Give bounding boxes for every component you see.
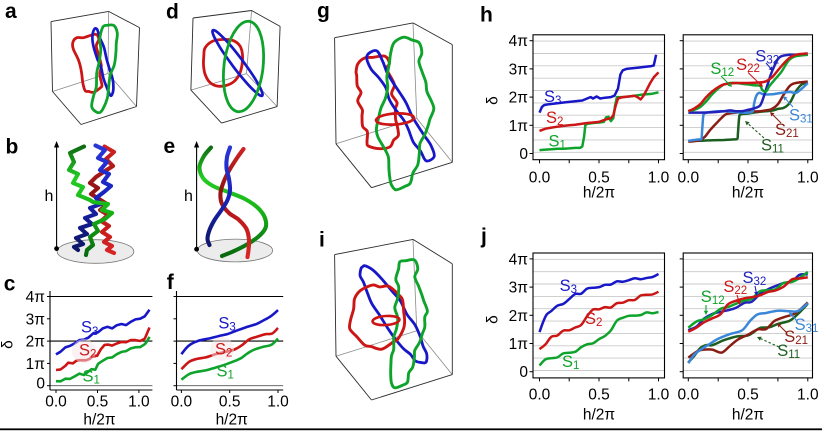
svg-text:f: f (167, 271, 175, 294)
svg-text:3π: 3π (26, 311, 46, 328)
svg-text:c: c (4, 273, 16, 296)
svg-text:0.0: 0.0 (45, 394, 67, 411)
svg-text:d: d (166, 1, 179, 24)
svg-text:0.5: 0.5 (737, 170, 759, 187)
svg-text:4π: 4π (509, 251, 529, 268)
svg-text:h/2π: h/2π (583, 185, 616, 202)
svg-text:j: j (480, 225, 487, 248)
svg-text:b: b (6, 135, 19, 158)
svg-text:δ: δ (0, 340, 17, 349)
svg-text:e: e (164, 135, 176, 158)
svg-text:0: 0 (36, 376, 45, 393)
svg-text:i: i (319, 228, 325, 251)
svg-text:0.0: 0.0 (529, 170, 551, 187)
svg-text:0.5: 0.5 (87, 394, 109, 411)
svg-text:0: 0 (519, 364, 528, 381)
svg-text:1.0: 1.0 (797, 387, 819, 404)
svg-text:h/2π: h/2π (216, 412, 249, 429)
svg-text:2π: 2π (509, 308, 529, 325)
svg-text:0.0: 0.0 (171, 394, 193, 411)
svg-text:1.0: 1.0 (267, 394, 289, 411)
svg-text:1π: 1π (509, 336, 529, 353)
svg-text:2π: 2π (509, 90, 529, 107)
svg-text:2π: 2π (26, 334, 46, 351)
svg-text:1.0: 1.0 (128, 394, 150, 411)
svg-text:0.5: 0.5 (219, 394, 241, 411)
svg-text:δ: δ (485, 96, 502, 105)
svg-text:0.0: 0.0 (529, 387, 551, 404)
svg-text:1π: 1π (509, 118, 529, 135)
svg-text:g: g (317, 0, 330, 23)
svg-text:h/2π: h/2π (732, 407, 765, 424)
svg-text:0: 0 (519, 146, 528, 163)
svg-text:h: h (184, 188, 193, 205)
svg-text:1.0: 1.0 (648, 170, 670, 187)
svg-text:0.0: 0.0 (678, 170, 700, 187)
svg-text:1π: 1π (26, 356, 46, 373)
svg-text:h/2π: h/2π (732, 185, 765, 202)
svg-text:3π: 3π (509, 280, 529, 297)
svg-text:4π: 4π (26, 289, 46, 306)
svg-text:h: h (480, 3, 493, 26)
svg-text:h: h (45, 188, 54, 205)
svg-text:1.0: 1.0 (797, 170, 819, 187)
svg-text:4π: 4π (509, 33, 529, 50)
svg-text:a: a (5, 0, 17, 23)
svg-text:3π: 3π (509, 61, 529, 78)
svg-text:h/2π: h/2π (83, 412, 116, 429)
svg-text:0.5: 0.5 (588, 170, 610, 187)
svg-text:1.0: 1.0 (648, 387, 670, 404)
svg-text:h/2π: h/2π (583, 407, 616, 424)
svg-text:0.5: 0.5 (588, 387, 610, 404)
svg-text:δ: δ (485, 315, 502, 324)
svg-text:0.0: 0.0 (678, 387, 700, 404)
svg-text:0.5: 0.5 (737, 387, 759, 404)
